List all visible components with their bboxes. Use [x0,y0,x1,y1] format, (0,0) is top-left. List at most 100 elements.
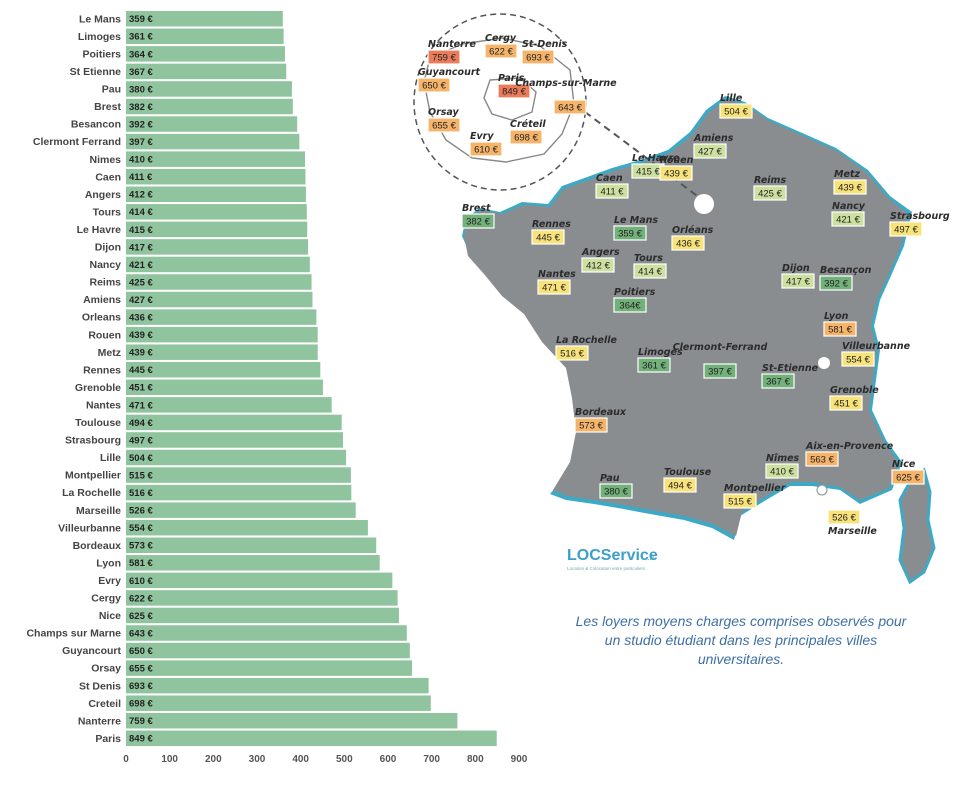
value-label: 573 € [129,541,153,552]
category-label: Toulouse [75,417,121,429]
price-value: 471 € [542,283,566,294]
price-value: 655 € [432,121,456,132]
price-value: 516 € [560,349,584,360]
value-label: 693 € [129,681,153,692]
price-box [719,103,753,119]
map-city-labels: Lille 504 € Amiens 427 € Le Havre 415 €Rouen 4… [417,33,950,537]
bar-besancon [126,116,298,132]
city-name: Limoges [638,347,683,358]
category-label: Le Havre [77,224,122,236]
value-label: 410 € [129,155,153,166]
bar-guyancourt [126,642,410,659]
category-label: Nimes [89,154,121,166]
price-box [574,417,608,433]
price-value: 849 € [502,87,526,98]
bar-metz [126,344,318,360]
price-box [469,141,503,157]
price-box [805,451,839,467]
value-label: 397 € [129,137,153,148]
city-name: Le Mans [614,215,658,226]
map-label-nantes: Nantes 471 € [537,269,576,295]
price-value: 439 € [664,169,688,180]
category-label: Besancon [71,119,121,131]
map-label-evry: Evry 610 € [469,131,503,157]
bar-champs-sur-marne [126,625,407,641]
price-box [753,185,787,201]
price-box [823,321,857,337]
map-label-dijon: Dijon 417 € [781,263,815,289]
ile-de-france-outline [423,37,575,163]
category-label: Tours [93,206,122,218]
price-box [521,49,555,65]
price-box [765,463,799,479]
bar-chart: Le Mans 359 € Limoges 361 € Poitiers 364 € St … [26,11,528,765]
category-label: Grenoble [75,382,121,394]
logo-suffix: .fr [647,552,655,562]
category-label: Nantes [86,399,121,411]
bar-nimes [126,151,306,167]
bar-tours [126,204,307,220]
category-label: Pau [102,84,121,96]
value-label: 445 € [129,365,153,376]
paris-outline [483,77,537,121]
bar-pau [126,81,292,97]
city-name: Créteil [510,119,546,130]
map-label-amiens: Amiens 427 € [693,133,734,159]
bar-strasbourg [126,432,344,448]
price-value: 445 € [536,233,560,244]
city-name: Paris [498,73,525,84]
price-value: 410 € [770,467,794,478]
category-label: Marseille [76,505,121,517]
city-name: Lille [720,93,743,104]
category-label: Caen [95,171,121,183]
x-tick-label: 900 [511,754,528,765]
france-land [464,99,908,536]
price-box [417,77,451,93]
map-label-lyon: Lyon 581 € [823,311,857,337]
value-label: 516 € [129,488,153,499]
map-label-poitiers: Poitiers 364€ [613,287,656,313]
value-label: 504 € [129,453,153,464]
city-name: Pau [600,473,620,484]
value-label: 759 € [129,716,153,727]
locservice-logo: LOCService .fr Location & Colocation ent… [567,547,658,571]
value-label: 417 € [129,242,153,253]
category-label: Metz [98,347,121,359]
price-box [537,279,571,295]
category-label: Nancy [89,259,121,271]
price-box [723,493,757,509]
map-label-nimes: Nîmes 410 € [765,453,800,479]
price-value: 554 € [846,355,870,366]
category-label: Le Mans [79,13,121,25]
category-label: Lille [100,452,121,464]
price-value: 625 € [896,473,920,484]
city-name: Evry [470,131,494,142]
value-label: 392 € [129,119,153,130]
price-value: 367 € [766,377,790,388]
map-label-cergy: Cergy 622 € [484,33,518,59]
price-box [637,357,671,373]
price-box [761,373,795,389]
x-tick-label: 800 [467,754,484,765]
category-label: St Denis [79,680,121,692]
city-name: Toulouse [664,467,712,478]
map-label-tours: Tours 414 € [633,253,667,279]
city-name: Nancy [832,201,866,212]
price-box [659,165,693,181]
map-label-brest: Brest 382 € [461,203,495,229]
price-box [663,477,697,493]
bar-limoges [126,28,284,45]
price-box [891,469,925,485]
x-tick-label: 100 [161,754,178,765]
price-box [509,129,543,145]
bar-toulouse [126,414,342,431]
map-label-rennes: Rennes 445 € [531,219,571,245]
category-label: Rouen [88,329,121,341]
price-value: 364€ [619,301,641,312]
city-name: Tours [634,253,663,264]
map-label-toulouse: Toulouse 494 € [663,467,712,493]
price-value: 425 € [758,189,782,200]
category-label: Lyon [96,557,121,569]
map-label-grenoble: Grenoble 451 € [829,385,879,411]
paris-dot [694,194,714,214]
